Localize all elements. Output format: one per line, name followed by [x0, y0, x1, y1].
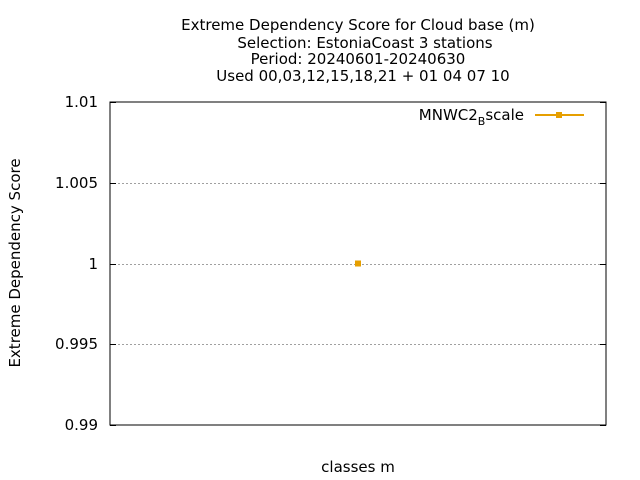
legend-label-rest: scale — [485, 106, 524, 124]
series-points — [355, 260, 361, 267]
x-axis-label: classes m — [321, 458, 395, 476]
y-axis-label: Extreme Dependency Score — [6, 158, 24, 367]
y-axis: 0.99 0.995 1 1.005 1.01 — [55, 93, 606, 434]
legend-label-sub: B — [478, 115, 486, 128]
legend-label-main: MNWC2 — [419, 106, 478, 124]
y-tick-label: 1.01 — [65, 93, 98, 111]
y-tick-label: 1 — [88, 255, 98, 273]
legend: MNWC2Bscale — [419, 106, 584, 128]
y-tick-label: 0.995 — [55, 335, 98, 353]
title-line-1: Extreme Dependency Score for Cloud base … — [181, 16, 535, 34]
y-tick-label: 1.005 — [55, 174, 98, 192]
legend-label: MNWC2Bscale — [419, 106, 524, 128]
chart-title: Extreme Dependency Score for Cloud base … — [181, 16, 535, 85]
title-line-4: Used 00,03,12,15,18,21 + 01 04 07 10 — [216, 67, 509, 85]
plot-frame — [109, 101, 607, 426]
title-line-2: Selection: EstoniaCoast 3 stations — [237, 34, 492, 52]
title-line-3: Period: 20240601-20240630 — [251, 50, 466, 68]
legend-marker — [556, 112, 562, 118]
data-point — [355, 260, 361, 267]
y-tick-label: 0.99 — [65, 416, 98, 434]
